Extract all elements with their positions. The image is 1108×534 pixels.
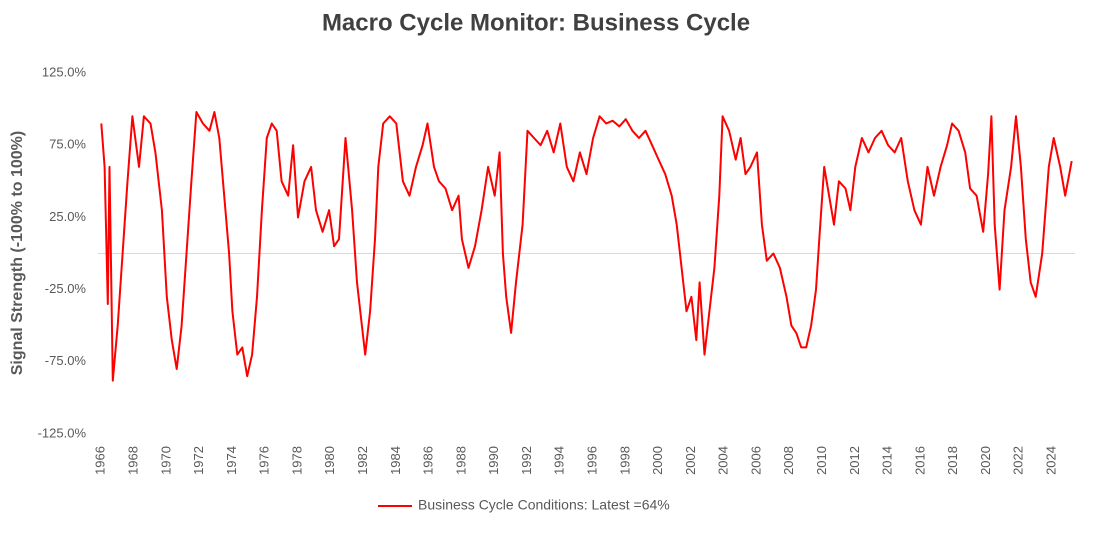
x-tick-label: 2004 [716,446,731,475]
x-tick-label: 2012 [847,446,862,475]
x-tick-label: 1974 [224,446,239,475]
x-tick-label: 2016 [912,446,927,475]
x-tick-label: 2002 [683,446,698,475]
x-tick-label: 1972 [191,446,206,475]
x-tick-label: 2006 [748,446,763,475]
y-tick-label: 75.0% [49,137,86,152]
x-tick-label: 1976 [257,446,272,475]
y-tick-label: 125.0% [42,64,87,79]
x-tick-label: 2024 [1043,446,1058,475]
x-tick-label: 1968 [126,446,141,475]
x-tick-label: 1994 [552,446,567,475]
data-line [100,111,1073,382]
x-tick-label: 1990 [486,446,501,475]
x-tick-label: 1986 [421,446,436,475]
y-tick-label: 25.0% [49,209,86,224]
x-tick-label: 1996 [584,446,599,475]
y-tick-label: -75.0% [45,353,87,368]
x-tick-label: 2010 [814,446,829,475]
x-tick-label: 1978 [289,446,304,475]
x-tick-label: 1982 [355,446,370,475]
x-tick-label: 2014 [880,446,895,475]
x-tick-label: 2022 [1011,446,1026,475]
x-tick-label: 1970 [158,446,173,475]
x-tick-label: 1998 [617,446,632,475]
y-tick-label: -125.0% [38,425,87,440]
x-tick-label: 1966 [93,446,108,475]
y-axis-label: Signal Strength (-100% to 100%) [9,131,26,376]
x-tick-label: 1988 [453,446,468,475]
legend-label: Business Cycle Conditions: Latest =64% [418,497,670,513]
x-tick-label: 2008 [781,446,796,475]
x-tick-label: 1992 [519,446,534,475]
x-tick-label: 1984 [388,446,403,475]
x-tick-label: 2020 [978,446,993,475]
x-tick-label: 2018 [945,446,960,475]
y-tick-label: -25.0% [45,281,87,296]
x-tick-label: 2000 [650,446,665,475]
chart-title: Macro Cycle Monitor: Business Cycle [322,9,750,36]
x-tick-label: 1980 [322,446,337,475]
